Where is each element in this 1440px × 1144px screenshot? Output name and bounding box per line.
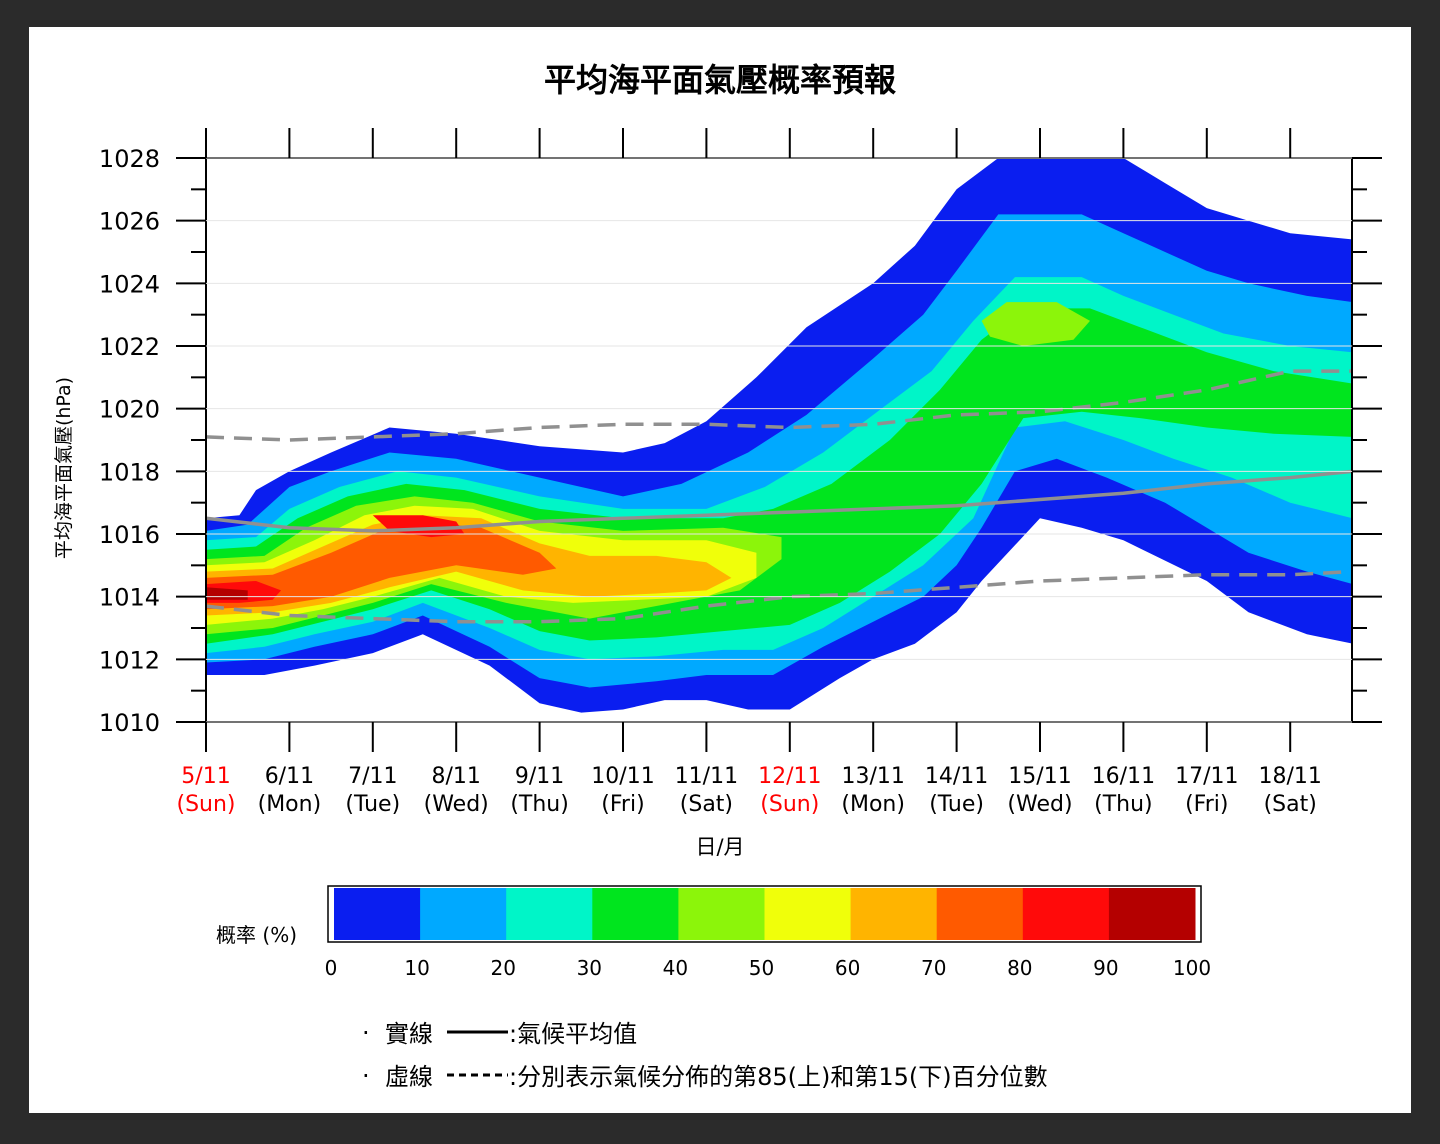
chart-title: 平均海平面氣壓概率預報 xyxy=(544,61,896,99)
x-tick-label-day: (Sun) xyxy=(176,792,235,817)
notes: · 實線 :氣候平均值 · 虛線 :分別表示氣候分佈的第85(上)和第15(下)… xyxy=(362,1019,1048,1091)
note-bullet-solid: · xyxy=(362,1019,370,1047)
colorbar-swatch xyxy=(420,888,507,940)
colorbar-swatch xyxy=(334,888,421,940)
y-tick-label: 1010 xyxy=(99,709,160,737)
x-tick-label-date: 7/11 xyxy=(348,764,397,789)
x-tick-label-date: 12/11 xyxy=(758,764,821,789)
x-tick-label-date: 5/11 xyxy=(181,764,230,789)
colorbar-swatch xyxy=(936,888,1024,940)
probability-blob-0 xyxy=(981,302,1090,346)
x-tick-label-day: (Thu) xyxy=(510,792,569,817)
colorbar-tick-label: 10 xyxy=(404,956,429,980)
x-tick-label-day: (Mon) xyxy=(258,792,322,817)
y-tick-label: 1012 xyxy=(99,646,160,674)
x-tick-label-day: (Sat) xyxy=(1264,792,1317,817)
x-tick-label-date: 16/11 xyxy=(1092,764,1155,789)
note-solid-desc: :氣候平均值 xyxy=(509,1020,637,1048)
x-tick-label-date: 9/11 xyxy=(515,764,564,789)
x-tick-label-day: (Thu) xyxy=(1094,792,1153,817)
y-tick-label: 1020 xyxy=(99,396,160,424)
colorbar-tick-label: 30 xyxy=(577,956,602,980)
axes: 1010 1012 1014 1016 1018 1020 1022 1024 1026 1028… xyxy=(99,128,1382,817)
colorbar-swatch xyxy=(850,888,938,940)
x-tick-label-date: 11/11 xyxy=(675,764,738,789)
colorbar-tick-label: 50 xyxy=(749,956,774,980)
x-tick-label-day: (Fri) xyxy=(1185,792,1228,817)
colorbar-tick-label: 60 xyxy=(835,956,860,980)
colorbar-tick-label: 80 xyxy=(1007,956,1032,980)
colorbar-tick-label: 90 xyxy=(1093,956,1118,980)
y-tick-label: 1018 xyxy=(99,458,160,486)
climate-mean-line xyxy=(206,469,1352,533)
note-dashed-desc: :分別表示氣候分佈的第85(上)和第15(下)百分位數 xyxy=(509,1063,1048,1091)
x-tick-label-date: 13/11 xyxy=(841,764,904,789)
colorbar-tick-label: 0 xyxy=(325,956,338,980)
x-tick-label-day: (Tue) xyxy=(929,792,984,817)
x-tick-label-date: 6/11 xyxy=(265,764,314,789)
x-axis-label: 日/月 xyxy=(695,835,744,859)
x-tick-label-day: (Wed) xyxy=(1007,792,1072,817)
colorbar-swatch xyxy=(506,888,593,940)
probability-band-70 xyxy=(206,521,557,610)
y-axis-label: 平均海平面氣壓(hPa) xyxy=(53,377,75,559)
note-bullet-dashed: · xyxy=(362,1062,370,1090)
probability-contours xyxy=(206,158,1352,713)
colorbar-swatch xyxy=(1022,888,1110,940)
colorbar-swatch xyxy=(1108,888,1196,940)
x-tick-label-day: (Wed) xyxy=(424,792,489,817)
note-dashed-label: 虛線 xyxy=(385,1063,433,1091)
y-tick-label: 1028 xyxy=(99,145,160,173)
x-tick-label-date: 18/11 xyxy=(1258,764,1321,789)
climate-lines xyxy=(206,369,1352,624)
colorbar-tick-label: 20 xyxy=(490,956,515,980)
x-tick-label-day: (Tue) xyxy=(345,792,400,817)
x-tick-label-day: (Fri) xyxy=(601,792,644,817)
x-tick-label-date: 17/11 xyxy=(1175,764,1238,789)
x-tick-label-date: 14/11 xyxy=(925,764,988,789)
x-tick-label-date: 8/11 xyxy=(431,764,480,789)
x-tick-label-day: (Mon) xyxy=(841,792,905,817)
y-tick-label: 1014 xyxy=(99,584,160,612)
y-tick-label: 1026 xyxy=(99,208,160,236)
colorbar-tick-label: 100 xyxy=(1173,956,1211,980)
colorbar-tick-label: 70 xyxy=(921,956,946,980)
colorbar-swatch xyxy=(592,888,679,940)
y-tick-label: 1016 xyxy=(99,521,160,549)
colorbar-tick-label: 40 xyxy=(663,956,688,980)
y-tick-label: 1022 xyxy=(99,333,160,361)
y-tick-label: 1024 xyxy=(99,270,160,298)
x-tick-label-day: (Sun) xyxy=(760,792,819,817)
colorbar: 0 10 20 30 40 50 60 70 80 90 100 xyxy=(325,885,1211,980)
colorbar-swatch xyxy=(764,888,852,940)
x-tick-label-date: 15/11 xyxy=(1008,764,1071,789)
x-tick-label-day: (Sat) xyxy=(680,792,733,817)
x-tick-label-date: 10/11 xyxy=(591,764,654,789)
colorbar-label: 概率 (%) xyxy=(216,923,297,947)
note-solid-label: 實線 xyxy=(385,1020,433,1048)
colorbar-swatch xyxy=(678,888,765,940)
